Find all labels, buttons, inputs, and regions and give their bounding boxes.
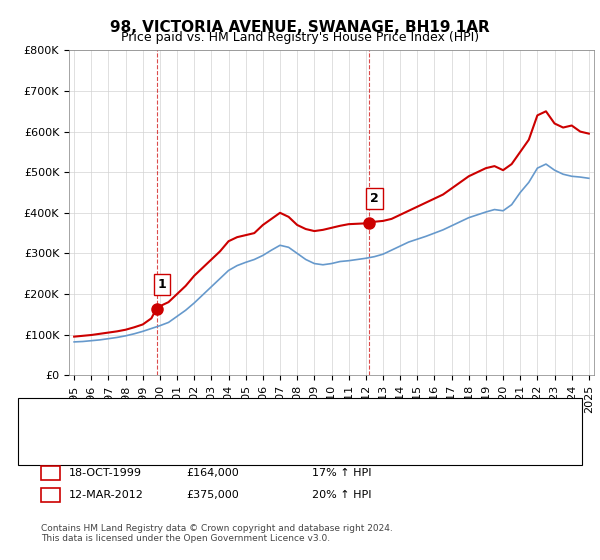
Text: 12-MAR-2012: 12-MAR-2012 — [69, 491, 144, 500]
Text: £375,000: £375,000 — [186, 491, 239, 500]
Text: 1: 1 — [157, 278, 166, 291]
Text: 17% ↑ HPI: 17% ↑ HPI — [312, 468, 371, 478]
Text: 18-OCT-1999: 18-OCT-1999 — [69, 468, 142, 478]
Text: HPI: Average price, detached house, Dorset: HPI: Average price, detached house, Dors… — [84, 428, 327, 438]
Text: 2: 2 — [370, 192, 379, 205]
Text: 98, VICTORIA AVENUE, SWANAGE, BH19 1AR (detached house): 98, VICTORIA AVENUE, SWANAGE, BH19 1AR (… — [84, 408, 435, 418]
Text: Price paid vs. HM Land Registry's House Price Index (HPI): Price paid vs. HM Land Registry's House … — [121, 31, 479, 44]
Text: 20% ↑ HPI: 20% ↑ HPI — [312, 491, 371, 500]
Text: 98, VICTORIA AVENUE, SWANAGE, BH19 1AR: 98, VICTORIA AVENUE, SWANAGE, BH19 1AR — [110, 20, 490, 35]
Text: 1: 1 — [47, 468, 54, 478]
Text: Contains HM Land Registry data © Crown copyright and database right 2024.
This d: Contains HM Land Registry data © Crown c… — [41, 524, 392, 543]
Text: £164,000: £164,000 — [186, 468, 239, 478]
Text: 2: 2 — [47, 491, 54, 500]
